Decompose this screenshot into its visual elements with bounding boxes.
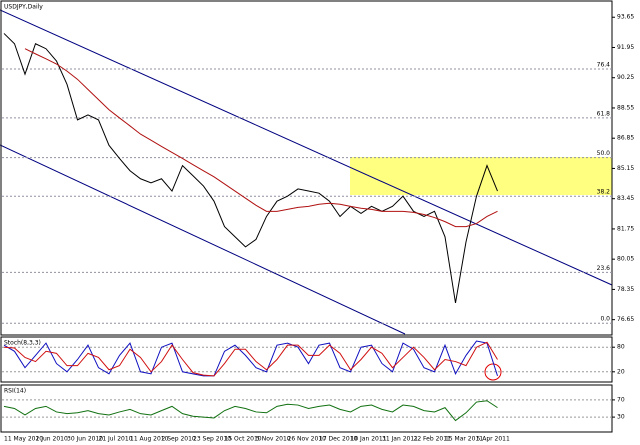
x-tick-label: 30 Jun 2010: [67, 436, 103, 443]
series-line: [3, 33, 498, 304]
y-tick-label: 91.95: [617, 44, 634, 51]
x-tick-label: 17 Dec 2010: [319, 436, 358, 443]
y-tick-label: 88.55: [617, 104, 634, 111]
x-tick-label: 5 Nov 2010: [256, 436, 291, 443]
panel-title: USDJPY,Daily: [4, 4, 43, 11]
x-tick-label: 23 Sep 2010: [193, 436, 231, 443]
x-tick-label: 21 Jul 2010: [99, 436, 133, 443]
y-tick-label: 30: [617, 414, 625, 421]
x-tick-label: 2 Sep 2010: [162, 436, 196, 443]
x-tick-label: 15 Oct 2010: [225, 436, 262, 443]
y-tick-label: 81.75: [617, 225, 634, 232]
fib-label: 61.8: [597, 110, 611, 117]
highlight-zone: [350, 157, 612, 195]
stoch-panel: [0, 336, 613, 383]
series-line: [24, 48, 498, 228]
x-tick-label: 2 Jun 2010: [36, 436, 68, 443]
fib-label: 76.4: [597, 62, 611, 69]
x-tick-label: 5 Apr 2011: [477, 436, 510, 443]
y-tick-label: 80: [617, 344, 625, 351]
series-line: [3, 341, 498, 377]
series-line: [3, 400, 498, 422]
annotation-circle: [484, 363, 502, 381]
fib-label: 50.0: [597, 150, 611, 157]
y-tick-label: 70: [617, 396, 625, 403]
y-tick-label: 20: [617, 368, 625, 375]
panel-title: Stoch(8,3,3): [4, 340, 41, 347]
panel-title: RSI(14): [4, 388, 26, 395]
y-tick-label: 80.05: [617, 256, 634, 263]
x-tick-label: 10 Jan 2011: [351, 436, 387, 443]
x-tick-label: 22 Feb 2011: [414, 436, 452, 443]
y-tick-label: 93.65: [617, 14, 634, 21]
series-line: [3, 340, 498, 377]
rsi-panel: [0, 384, 613, 433]
channel-upper: [0, 9, 613, 286]
y-tick-label: 85.15: [617, 165, 634, 172]
y-tick-label: 90.25: [617, 74, 634, 81]
fib-label: 23.6: [597, 265, 611, 272]
x-tick-label: 15 Mar 2011: [445, 436, 483, 443]
x-tick-label: 11 Aug 2010: [130, 436, 169, 443]
y-tick-label: 76.65: [617, 316, 634, 323]
x-tick-label: 26 Nov 2010: [288, 436, 327, 443]
x-tick-label: 11 May 2010: [4, 436, 43, 443]
fib-label: 38.2: [597, 189, 611, 196]
y-tick-label: 78.35: [617, 286, 634, 293]
x-tick-label: 31 Jan 2011: [382, 436, 418, 443]
fib-label: 0.0: [600, 316, 610, 323]
channel-lower: [0, 144, 406, 335]
y-tick-label: 86.85: [617, 135, 634, 142]
y-tick-label: 83.45: [617, 195, 634, 202]
